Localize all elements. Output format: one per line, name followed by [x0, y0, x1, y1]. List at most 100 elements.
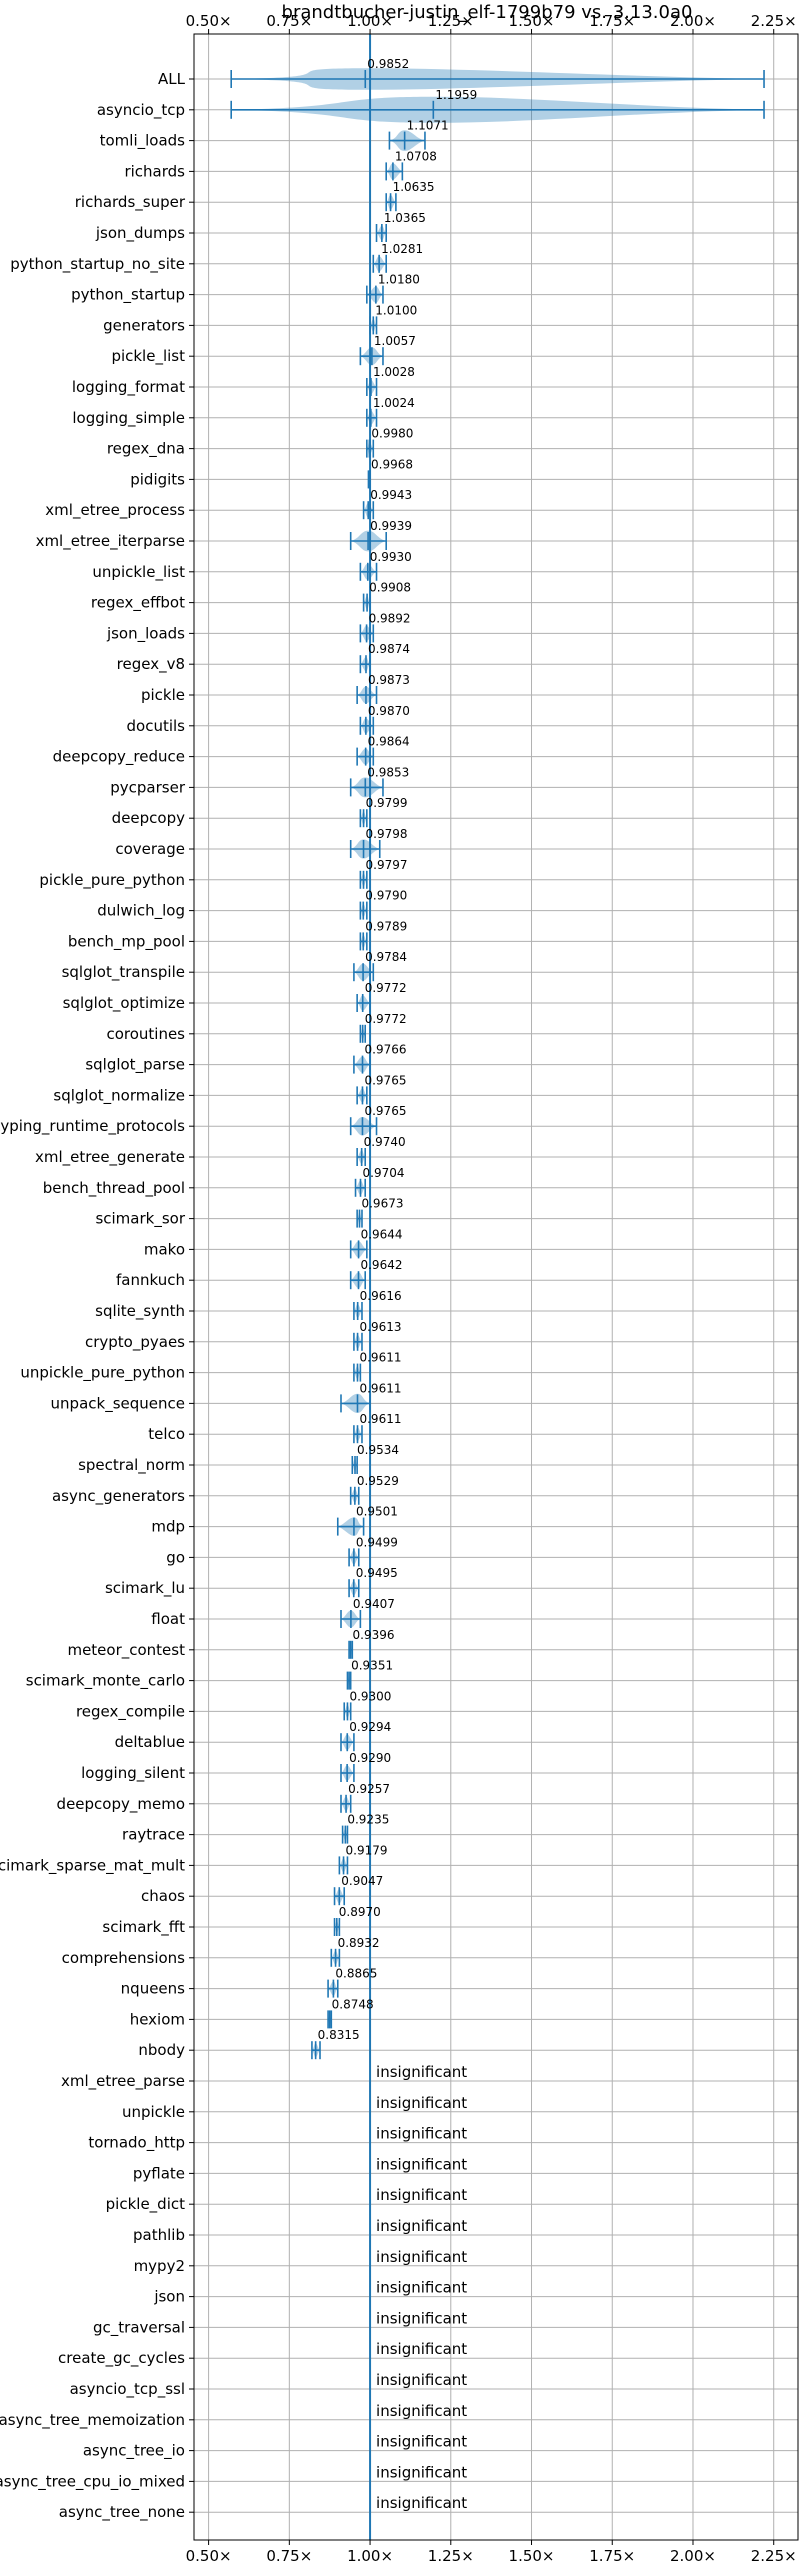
value-label: 0.9930	[370, 550, 412, 564]
x-tick-label-bottom: 2.00×	[670, 2547, 716, 2565]
value-label: 1.0635	[393, 180, 435, 194]
insignificant-label: insignificant	[376, 2186, 467, 2204]
row-label: pickle	[141, 686, 185, 704]
row-label: async_tree_memoization	[0, 2411, 185, 2430]
insignificant-label: insignificant	[376, 2279, 467, 2297]
grid-layer	[194, 34, 798, 2540]
value-label: 0.9290	[349, 1751, 391, 1765]
value-label: 0.9351	[351, 1659, 393, 1673]
value-label: 0.9179	[346, 1843, 388, 1857]
x-tick-label-bottom: 1.00×	[347, 2547, 393, 2565]
axis-layer: 0.50× 0.50× 0.75× 0.75× 1.00× 1.00× 1.25× 1.25×…	[0, 12, 797, 2565]
row-label: pickle_pure_python	[39, 871, 185, 890]
value-label: 0.9616	[360, 1289, 402, 1303]
value-label: 0.9765	[364, 1073, 406, 1087]
row-label: tomli_loads	[100, 132, 186, 151]
x-tick-label-top: 0.50×	[186, 12, 232, 30]
value-label: 0.8865	[335, 1967, 377, 1981]
row-label: async_tree_io	[83, 2442, 185, 2461]
chart-title: brandtbucher-justin_elf-1799b79 vs. 3.13…	[282, 2, 693, 23]
row-label: scimark_sor	[95, 1210, 185, 1229]
value-label: 0.8970	[339, 1905, 381, 1919]
value-label: 0.9611	[359, 1381, 401, 1395]
row-label: sqlglot_parse	[85, 1056, 185, 1075]
row-label: go	[166, 1548, 185, 1566]
value-label: 0.9943	[370, 488, 412, 502]
insignificant-label: insignificant	[376, 2094, 467, 2112]
row-label: generators	[103, 316, 185, 334]
x-tick-label-top: 1.75×	[589, 12, 635, 30]
row-label: json	[153, 2288, 185, 2306]
row-label: docutils	[127, 717, 186, 735]
x-tick-label-bottom: 1.75×	[589, 2547, 635, 2565]
value-label: 0.9874	[368, 642, 410, 656]
row-label: deepcopy_memo	[57, 1795, 185, 1814]
row-label: regex_effbot	[91, 594, 185, 613]
row-label: tornado_http	[88, 2134, 185, 2153]
insignificant-label: insignificant	[376, 2155, 467, 2173]
row-label: scimark_lu	[105, 1579, 185, 1598]
row-label: json_dumps	[95, 224, 185, 243]
row-label: sqlglot_optimize	[63, 994, 185, 1013]
value-label: 0.9873	[368, 673, 410, 687]
value-label: 0.9853	[367, 765, 409, 779]
value-label: 0.9797	[366, 858, 408, 872]
value-label: 0.9294	[349, 1720, 391, 1734]
row-label: pyflate	[133, 2164, 185, 2182]
row-label: logging_simple	[72, 409, 185, 428]
value-label: 0.9766	[365, 1043, 407, 1057]
value-label: 0.9908	[369, 581, 411, 595]
value-label: 1.0365	[384, 211, 426, 225]
value-label: 0.9892	[369, 611, 411, 625]
x-tick-label-bottom: 0.75×	[266, 2547, 312, 2565]
x-tick-label-bottom: 0.50×	[186, 2547, 232, 2565]
value-label: 0.9765	[364, 1104, 406, 1118]
insignificant-label: insignificant	[376, 2217, 467, 2235]
value-label: 0.9407	[353, 1597, 395, 1611]
value-label: 0.9799	[366, 796, 408, 810]
row-label: json_loads	[106, 624, 185, 643]
row-label: unpack_sequence	[51, 1394, 185, 1413]
row-label: dulwich_log	[97, 902, 185, 921]
row-label: async_tree_cpu_io_mixed	[0, 2472, 185, 2491]
row-label: deepcopy_reduce	[53, 748, 185, 767]
value-label: 0.9980	[371, 427, 413, 441]
value-label: 0.9644	[361, 1227, 403, 1241]
insignificant-label: insignificant	[376, 2309, 467, 2327]
value-label: 0.9529	[357, 1474, 399, 1488]
row-label: deltablue	[115, 1733, 185, 1751]
marks-layer: 0.9852 1.1959 1.1071 1.0708 1.0635 1.0365 1.02…	[230, 34, 765, 2540]
row-label: regex_compile	[76, 1702, 185, 1721]
row-label: bench_thread_pool	[43, 1179, 185, 1198]
value-label: 1.0024	[373, 396, 415, 410]
value-label: 0.9789	[365, 919, 407, 933]
value-label: 0.9611	[359, 1412, 401, 1426]
row-label: coroutines	[106, 1025, 185, 1043]
insignificant-label: insignificant	[376, 2371, 467, 2389]
row-label: python_startup_no_site	[10, 255, 185, 274]
value-label: 0.9968	[371, 457, 413, 471]
value-label: 1.0281	[381, 242, 423, 256]
value-label: 0.9534	[357, 1443, 399, 1457]
row-label: typing_runtime_protocols	[0, 1117, 185, 1136]
x-tick-label-top: 1.25×	[428, 12, 474, 30]
value-label: 1.0708	[395, 149, 437, 163]
value-label: 0.9772	[365, 1012, 407, 1026]
value-label: 1.0100	[375, 303, 417, 317]
row-label: nbody	[138, 2041, 185, 2059]
row-label: regex_v8	[117, 655, 185, 674]
row-label: pickle_list	[111, 347, 185, 366]
row-label: logging_format	[72, 378, 185, 397]
insignificant-label: insignificant	[376, 2402, 467, 2420]
row-label: richards_super	[75, 193, 186, 212]
row-label: mypy2	[134, 2257, 185, 2275]
row-label: asyncio_tcp	[97, 101, 185, 120]
row-label: pickle_dict	[106, 2195, 185, 2214]
insignificant-label: insignificant	[376, 2494, 467, 2512]
row-label: xml_etree_parse	[61, 2072, 185, 2091]
value-label: 0.9864	[368, 735, 410, 749]
row-label: xml_etree_generate	[35, 1148, 185, 1167]
x-tick-label-top: 1.50×	[509, 12, 555, 30]
value-label: 0.9613	[360, 1320, 402, 1334]
